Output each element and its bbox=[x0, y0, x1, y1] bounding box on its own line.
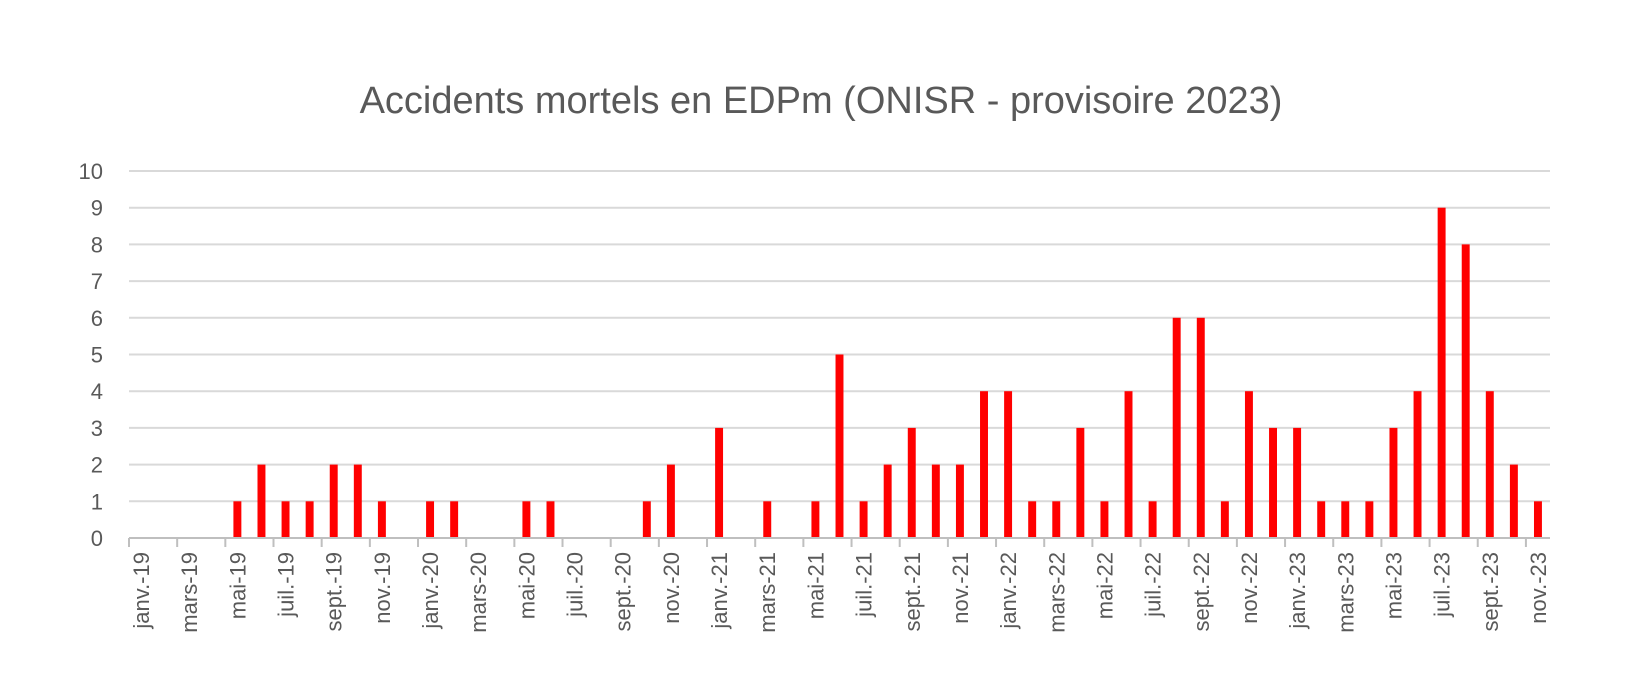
x-tick-label: sept.-19 bbox=[322, 552, 347, 632]
bar-janv.-23 bbox=[1293, 427, 1302, 538]
bar-sept.-22 bbox=[1196, 317, 1205, 538]
y-tick-label: 6 bbox=[91, 306, 103, 331]
x-tick-label: janv.-19 bbox=[129, 552, 154, 630]
bar-mai-22 bbox=[1100, 501, 1109, 538]
y-tick-label: 2 bbox=[91, 453, 103, 478]
bar-févr.-23 bbox=[1317, 501, 1326, 538]
y-tick-label: 7 bbox=[91, 269, 103, 294]
x-tick-label: mars-22 bbox=[1044, 552, 1069, 633]
bar-juin-23 bbox=[1413, 391, 1422, 538]
chart-title: Accidents mortels en EDPm (ONISR - provi… bbox=[359, 80, 1283, 122]
x-tick-label: mai-23 bbox=[1381, 552, 1406, 619]
bar-mai-21 bbox=[811, 501, 820, 538]
x-tick-label: sept.-21 bbox=[900, 552, 925, 632]
bar-mai-23 bbox=[1389, 427, 1398, 538]
bar-févr.-20 bbox=[450, 501, 459, 538]
bar-oct.-23 bbox=[1509, 464, 1518, 538]
x-tick-label: nov.-19 bbox=[370, 552, 395, 624]
bar-oct.-20 bbox=[642, 501, 651, 538]
x-axis-tick-labels: janv.-19 mars-19 mai-19 juil.-19 sept.-19 nov… bbox=[129, 552, 1551, 633]
bar-juin-20 bbox=[546, 501, 555, 538]
bar-juin-19 bbox=[257, 464, 266, 538]
x-tick-label: mars-20 bbox=[466, 552, 491, 633]
bar-juin-21 bbox=[835, 354, 844, 538]
bar-août-21 bbox=[883, 464, 892, 538]
x-tick-label: juil.-19 bbox=[274, 552, 299, 618]
bar-janv.-20 bbox=[426, 501, 435, 538]
x-tick-label: nov.-22 bbox=[1237, 552, 1262, 624]
bars bbox=[233, 207, 1542, 538]
bar-mars-23 bbox=[1341, 501, 1350, 538]
x-tick-label: sept.-23 bbox=[1478, 552, 1503, 632]
bar-août-19 bbox=[305, 501, 314, 538]
bar-août-23 bbox=[1461, 244, 1470, 538]
y-tick-label: 1 bbox=[91, 489, 103, 514]
x-tick-label: mai-21 bbox=[803, 552, 828, 619]
bar-mars-22 bbox=[1052, 501, 1061, 538]
x-tick-label: janv.-22 bbox=[996, 552, 1021, 630]
bar-sept.-23 bbox=[1485, 391, 1494, 538]
bar-janv.-22 bbox=[1004, 391, 1013, 538]
bar-nov.-19 bbox=[377, 501, 386, 538]
x-tick-label: janv.-23 bbox=[1285, 552, 1310, 630]
bar-oct.-22 bbox=[1220, 501, 1229, 538]
x-tick-label: juil.-20 bbox=[563, 552, 588, 618]
bar-avr.-22 bbox=[1076, 427, 1085, 538]
bar-oct.-19 bbox=[353, 464, 362, 538]
bar-juil.-22 bbox=[1148, 501, 1157, 538]
bar-janv.-21 bbox=[715, 427, 724, 538]
x-tick-label: juil.-23 bbox=[1430, 552, 1455, 618]
x-tick-label: mai-20 bbox=[514, 552, 539, 619]
x-tick-label: mai-22 bbox=[1092, 552, 1117, 619]
bar-juin-22 bbox=[1124, 391, 1133, 538]
bar-juil.-19 bbox=[281, 501, 290, 538]
x-tick-label: janv.-20 bbox=[418, 552, 443, 630]
bar-mai-20 bbox=[522, 501, 531, 538]
x-tick-label: sept.-22 bbox=[1189, 552, 1214, 632]
y-tick-label: 5 bbox=[91, 343, 103, 368]
x-tick-label: juil.-22 bbox=[1141, 552, 1166, 618]
bar-nov.-20 bbox=[666, 464, 675, 538]
y-tick-label: 0 bbox=[91, 526, 103, 551]
x-tick-label: sept.-20 bbox=[611, 552, 636, 632]
bar-déc.-22 bbox=[1269, 427, 1277, 538]
bar-mars-21 bbox=[763, 501, 772, 538]
x-tick-label: mars-19 bbox=[177, 552, 202, 633]
bar-août-22 bbox=[1172, 317, 1181, 538]
bar-déc.-21 bbox=[980, 391, 988, 538]
bar-nov.-21 bbox=[955, 464, 964, 538]
y-tick-label: 3 bbox=[91, 416, 103, 441]
x-tick-label: janv.-21 bbox=[707, 552, 732, 630]
x-tick-label: nov.-21 bbox=[948, 552, 973, 624]
bar-nov.-23 bbox=[1533, 501, 1542, 538]
x-axis bbox=[128, 537, 1550, 547]
x-tick-label: mars-23 bbox=[1333, 552, 1358, 633]
x-tick-label: mars-21 bbox=[755, 552, 780, 633]
y-tick-label: 10 bbox=[79, 159, 103, 184]
y-tick-label: 4 bbox=[91, 379, 103, 404]
x-tick-label: nov.-20 bbox=[659, 552, 684, 624]
bar-sept.-21 bbox=[907, 427, 916, 538]
y-axis-tick-labels: 0 1 2 3 4 5 6 7 8 9 10 bbox=[79, 159, 103, 551]
bar-févr.-22 bbox=[1028, 501, 1037, 538]
y-tick-label: 9 bbox=[91, 196, 103, 221]
bar-avr.-23 bbox=[1365, 501, 1374, 538]
x-tick-label: mai-19 bbox=[225, 552, 250, 619]
bar-nov.-22 bbox=[1244, 391, 1253, 538]
bar-juil.-23 bbox=[1437, 207, 1446, 538]
bar-sept.-19 bbox=[329, 464, 338, 538]
x-tick-label: nov.-23 bbox=[1526, 552, 1551, 624]
bar-oct.-21 bbox=[931, 464, 940, 538]
y-tick-label: 8 bbox=[91, 232, 103, 257]
bar-juil.-21 bbox=[859, 501, 868, 538]
x-tick-label: juil.-21 bbox=[852, 552, 877, 618]
bar-mai-19 bbox=[233, 501, 242, 538]
